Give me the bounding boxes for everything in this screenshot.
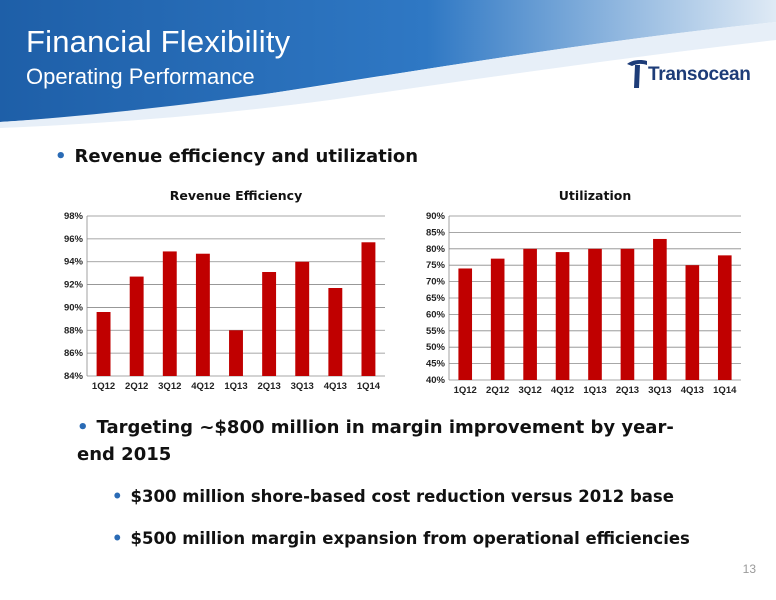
bullet-cost-reduction: • $300 million shore-based cost reduction… xyxy=(112,487,674,506)
x-tick-label: 2Q13 xyxy=(257,381,280,392)
bar xyxy=(295,261,310,376)
x-tick-label: 1Q13 xyxy=(224,381,247,392)
x-tick-label: 2Q12 xyxy=(125,381,148,392)
bar xyxy=(162,251,177,376)
y-tick-label: 70% xyxy=(426,277,446,288)
x-tick-label: 2Q12 xyxy=(486,385,509,396)
page-title: Financial Flexibility xyxy=(26,24,291,59)
bar xyxy=(490,258,505,380)
bar xyxy=(262,272,277,376)
bullet-dot-icon: • xyxy=(77,417,89,438)
bar xyxy=(653,238,667,380)
y-tick-label: 60% xyxy=(426,309,446,320)
header-banner: Financial Flexibility Operating Performa… xyxy=(0,0,776,128)
x-tick-label: 1Q14 xyxy=(357,381,381,392)
bar xyxy=(555,252,570,380)
bar xyxy=(195,253,210,376)
y-tick-label: 75% xyxy=(426,260,446,271)
chart-title: Utilization xyxy=(559,188,631,203)
bar xyxy=(328,288,343,376)
x-tick-label: 3Q13 xyxy=(648,385,671,396)
bar xyxy=(129,276,144,376)
y-tick-label: 65% xyxy=(426,293,446,304)
y-tick-label: 50% xyxy=(426,342,446,353)
bar xyxy=(361,242,376,376)
logo-text: Transocean xyxy=(648,64,751,85)
y-tick-label: 92% xyxy=(64,280,84,291)
bullet-margin-expansion: • $500 million margin expansion from oper… xyxy=(112,529,690,548)
y-tick-label: 84% xyxy=(64,371,84,382)
bar xyxy=(620,248,635,380)
y-tick-label: 90% xyxy=(64,302,84,313)
y-tick-label: 88% xyxy=(64,325,84,336)
y-tick-label: 85% xyxy=(426,227,446,238)
y-tick-label: 94% xyxy=(64,257,84,268)
bullet-text: Revenue efficiency and utilization xyxy=(74,146,419,167)
transocean-logo: Transocean xyxy=(626,57,766,91)
bar xyxy=(229,330,243,376)
bullet-dot-icon: • xyxy=(112,487,123,506)
bullet-dot-icon: • xyxy=(112,529,123,548)
x-tick-label: 2Q13 xyxy=(616,385,639,396)
x-tick-label: 3Q13 xyxy=(291,381,314,392)
y-tick-label: 86% xyxy=(64,348,84,359)
bar xyxy=(717,255,732,380)
y-tick-label: 96% xyxy=(64,234,84,245)
bullet-text: $500 million margin expansion from opera… xyxy=(130,529,690,548)
bar xyxy=(685,265,700,380)
page-number: 13 xyxy=(742,562,756,576)
revenue-efficiency-chart: Revenue Efficiency 84% 86% 88% 90% 92% 94% 96% 9… xyxy=(64,188,385,392)
y-tick-label: 98% xyxy=(64,211,84,222)
x-tick-label: 4Q12 xyxy=(551,385,574,396)
utilization-chart: Utilization 40% 45% 50% 55% 60% 65% 70% 75% 80% 85… xyxy=(426,188,741,396)
x-tick-label: 1Q13 xyxy=(583,385,606,396)
y-tick-label: 80% xyxy=(426,244,446,255)
bar xyxy=(523,248,537,380)
bullet-dot-icon: • xyxy=(55,146,67,167)
bar xyxy=(458,268,473,380)
y-tick-label: 90% xyxy=(426,211,446,222)
x-tick-label: 1Q14 xyxy=(713,385,737,396)
bullet-text: Targeting ~$800 million in margin improv… xyxy=(77,417,674,465)
logo-mark-icon xyxy=(627,60,647,88)
x-tick-label: 4Q13 xyxy=(681,385,704,396)
x-tick-label: 1Q12 xyxy=(454,385,477,396)
x-tick-label: 3Q12 xyxy=(158,381,181,392)
x-tick-label: 1Q12 xyxy=(92,381,115,392)
x-tick-label: 4Q13 xyxy=(324,381,347,392)
chart-title: Revenue Efficiency xyxy=(170,188,302,203)
x-tick-label: 4Q12 xyxy=(191,381,214,392)
y-tick-label: 40% xyxy=(426,375,446,386)
bar xyxy=(588,248,602,380)
y-tick-label: 45% xyxy=(426,359,446,370)
bullet-revenue-efficiency: • Revenue efficiency and utilization xyxy=(55,146,418,167)
bullet-margin-target: • Targeting ~$800 million in margin impro… xyxy=(77,414,707,468)
bullet-text: $300 million shore-based cost reduction … xyxy=(130,487,674,506)
y-tick-label: 55% xyxy=(426,326,446,337)
page-subtitle: Operating Performance xyxy=(26,64,255,89)
bar xyxy=(96,312,111,376)
x-tick-label: 3Q12 xyxy=(518,385,541,396)
